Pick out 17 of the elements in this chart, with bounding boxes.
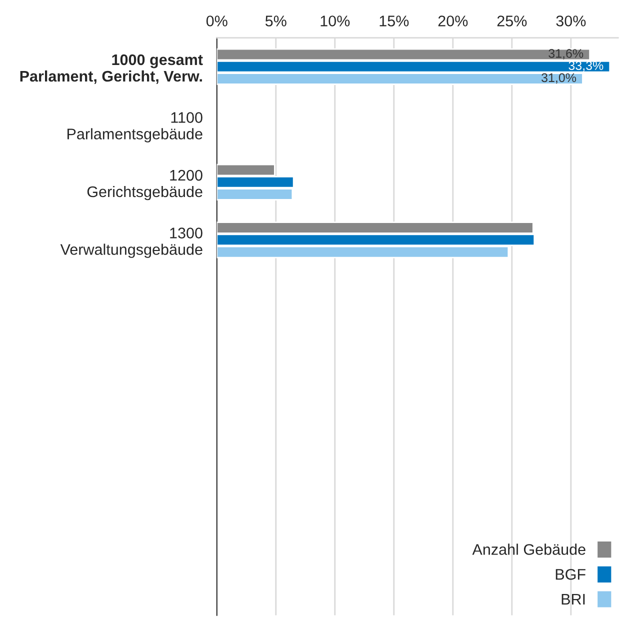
legend-label: BGF [556,568,586,580]
x-tick-label: 30% [556,16,586,26]
legend-label: Anzahl Gebäude [472,544,586,555]
data-label: 31,6% [548,49,584,60]
legend-label: BRI [562,594,585,604]
x-tick-label: 10% [320,16,350,26]
x-tick-label: 0% [206,16,228,26]
data-label: 31,0% [542,73,576,84]
x-tick-label: 5% [265,16,286,26]
x-tick-label: 25% [497,16,527,26]
y-tick-label: 1000 gesamt Parlament, Gericht, Verw. [20,54,203,84]
y-tick-label: 1300 Verwaltungsgebäude [60,228,202,258]
x-tick-label: 20% [438,16,468,26]
y-tick-label: 1200 Gerichtsgebäude [87,170,202,200]
data-label: 33,3% [568,61,604,72]
y-tick-label: 1100 Parlamentsgebäude [68,112,202,142]
x-tick-label: 15% [380,16,409,26]
